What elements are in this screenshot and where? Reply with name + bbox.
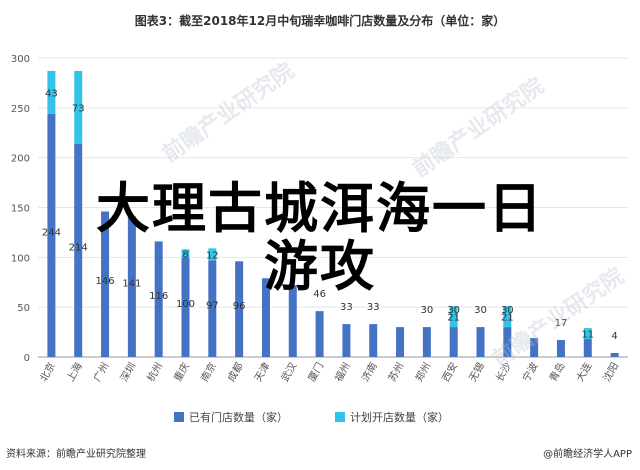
- x-tick-label: 武汉: [278, 360, 299, 384]
- data-label-planned: 11: [581, 330, 594, 341]
- bar-planned: [449, 306, 458, 328]
- data-label-planned: 21: [501, 313, 514, 324]
- x-tick-label: 郑州: [412, 360, 433, 384]
- bar-planned: [208, 248, 217, 261]
- x-tick-label: 重庆: [171, 360, 192, 384]
- y-tick-label: 0: [24, 353, 30, 364]
- legend-swatch-opened: [174, 412, 184, 422]
- data-label-opened: 116: [149, 291, 168, 302]
- x-tick-label: 天津: [252, 361, 272, 384]
- x-tick-label: 沈阳: [600, 360, 621, 384]
- bar-planned: [503, 306, 512, 328]
- bar-opened: [422, 327, 431, 357]
- data-label-opened: 30: [474, 305, 487, 316]
- data-label-opened: 33: [367, 302, 380, 313]
- bar-opened: [449, 327, 458, 357]
- bar-opened: [127, 216, 136, 357]
- x-tick-label: 南京: [198, 360, 219, 384]
- x-tick-label: 福州: [332, 360, 353, 384]
- data-label-opened: 33: [340, 302, 353, 313]
- data-label-opened: 96: [233, 301, 246, 312]
- brand-note: @前瞻经济学人APP: [543, 449, 632, 460]
- data-label-opened: 146: [95, 276, 114, 287]
- bar-opened: [476, 327, 485, 357]
- overlay-title: 大理古城洱海一日 游攻: [0, 177, 640, 299]
- data-label-planned: 12: [206, 250, 219, 261]
- data-label-planned: 73: [72, 103, 85, 114]
- bar-opened: [503, 327, 512, 357]
- bar-opened: [74, 143, 83, 357]
- bar-opened: [261, 278, 270, 357]
- data-label-opened: 4: [611, 331, 617, 342]
- overlay-title-line1: 大理古城洱海一日: [96, 177, 544, 240]
- bar-planned: [583, 328, 592, 340]
- x-tick-label: 宁波: [519, 360, 540, 384]
- x-tick-label: 苏州: [385, 360, 406, 384]
- bar-opened: [315, 311, 324, 357]
- x-tick-label: 深圳: [118, 361, 138, 384]
- x-tick-label: 长沙: [494, 361, 514, 384]
- data-label-planned: 21: [447, 313, 460, 324]
- bar-planned: [47, 70, 56, 114]
- y-tick-label: 150: [11, 204, 30, 215]
- data-label-opened: 30: [420, 305, 433, 316]
- y-tick-label: 250: [11, 104, 30, 115]
- legend-label-planned: 计划开店数量（家）: [350, 410, 449, 424]
- bar-opened: [208, 260, 217, 357]
- overlay-title-line2: 游攻: [264, 235, 376, 299]
- data-label-opened: 30: [447, 305, 460, 316]
- data-label-planned: 8: [182, 249, 188, 260]
- bar-opened: [154, 241, 163, 357]
- x-tick-label: 上海: [64, 360, 85, 384]
- x-tick-label: 杭州: [144, 360, 165, 384]
- x-tick-label: 大连: [573, 360, 594, 384]
- bar-opened: [583, 339, 592, 357]
- bar-opened: [369, 324, 378, 357]
- bar-opened: [610, 353, 619, 357]
- x-tick-label: 广州: [91, 361, 111, 384]
- y-tick-label: 100: [11, 253, 30, 264]
- y-tick-label: 200: [11, 154, 30, 165]
- bar-opened: [181, 257, 190, 357]
- data-label-opened: 30: [501, 305, 514, 316]
- bar-opened: [101, 211, 110, 357]
- data-label-planned: 43: [45, 88, 58, 99]
- data-label-opened: 46: [313, 289, 326, 300]
- bar-opened: [288, 285, 297, 357]
- bar-planned: [181, 249, 190, 258]
- source-note: 资料来源：前瞻产业研究院整理: [6, 449, 146, 460]
- legend-label-opened: 已有门店数量（家）: [189, 410, 288, 424]
- bar-opened: [530, 338, 539, 357]
- x-tick-label: 北京: [37, 360, 58, 384]
- data-label-opened: 141: [122, 279, 141, 290]
- x-tick-label: 成都: [225, 361, 245, 384]
- bar-opened: [396, 327, 405, 357]
- y-tick-label: 50: [17, 303, 30, 314]
- data-label-opened: 17: [555, 318, 568, 329]
- x-tick-label: 无锡: [466, 360, 487, 384]
- legend-swatch-planned: [335, 412, 345, 422]
- bar-opened: [342, 324, 351, 357]
- bar-planned: [74, 70, 83, 144]
- bar-opened: [235, 261, 244, 357]
- data-label-opened: 97: [206, 301, 219, 312]
- data-label-opened: 214: [69, 242, 88, 253]
- data-label-opened: 244: [42, 227, 61, 238]
- x-tick-label: 济南: [359, 360, 380, 384]
- data-label-opened: 100: [176, 299, 195, 310]
- x-tick-label: 厦门: [305, 360, 326, 384]
- x-tick-label: 青岛: [546, 360, 567, 384]
- y-tick-label: 300: [11, 54, 30, 65]
- bar-opened: [556, 340, 565, 357]
- chart-title: 图表3：截至2018年12月中旬瑞幸咖啡门店数量及分布（单位：家）: [134, 14, 506, 28]
- bar-opened: [47, 113, 56, 358]
- x-tick-label: 西安: [439, 360, 460, 384]
